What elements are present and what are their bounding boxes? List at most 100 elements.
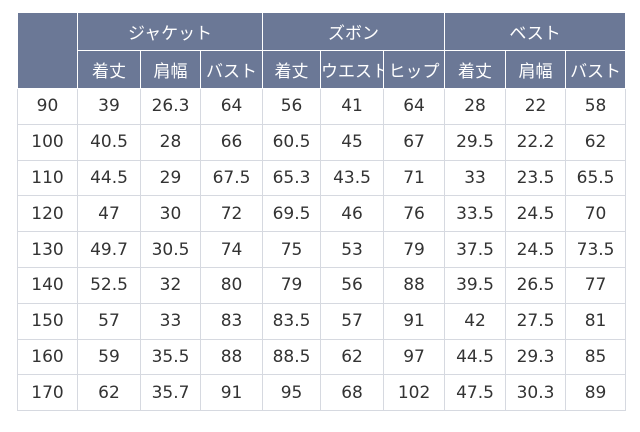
table-cell: 57: [320, 302, 385, 340]
table-cell: 30.5: [140, 231, 201, 268]
table-cell: 75: [262, 231, 322, 268]
table-row: 140 52.5 32 80 79 56 88 39.5 26.5 77: [17, 266, 627, 304]
table-cell: 68: [320, 374, 385, 412]
table-cell: 88: [199, 338, 264, 376]
table-cell: 35.7: [140, 374, 201, 412]
table-cell: 32: [140, 266, 201, 304]
column-header: バスト: [199, 50, 264, 89]
table-cell: 67.5: [199, 159, 264, 197]
table-cell: 41: [320, 88, 385, 125]
row-header: 100: [17, 123, 78, 161]
table-cell: 60.5: [262, 123, 322, 161]
column-header: 着丈: [262, 50, 322, 89]
row-header: 110: [17, 159, 78, 197]
table-cell: 47: [77, 195, 141, 233]
table-cell: 58: [565, 88, 627, 125]
table-cell: 40.5: [77, 123, 141, 161]
table-cell: 49.7: [77, 231, 141, 268]
table-cell: 28: [140, 123, 201, 161]
table-cell: 76: [383, 195, 446, 233]
table-cell: 66: [199, 123, 264, 161]
table-row: 100 40.5 28 66 60.5 45 67 29.5 22.2 62: [17, 123, 627, 161]
table-cell: 46: [320, 195, 385, 233]
table-cell: 83.5: [262, 302, 322, 340]
table-cell: 95: [262, 374, 322, 412]
group-header: ズボン: [262, 12, 446, 51]
table-cell: 81: [565, 302, 627, 340]
row-header: 140: [17, 266, 78, 304]
table-cell: 28: [444, 88, 507, 125]
table-cell: 45: [320, 123, 385, 161]
table-cell: 29: [140, 159, 201, 197]
table-cell: 29.5: [444, 123, 507, 161]
table-cell: 52.5: [77, 266, 141, 304]
corner-cell: [17, 12, 78, 89]
table-cell: 24.5: [505, 231, 567, 268]
table-cell: 70: [565, 195, 627, 233]
table-cell: 30.3: [505, 374, 567, 412]
table-cell: 39: [77, 88, 141, 125]
table-cell: 97: [383, 338, 446, 376]
table-cell: 23.5: [505, 159, 567, 197]
group-header: ベスト: [444, 12, 627, 51]
table-cell: 57: [77, 302, 141, 340]
table-row: 90 39 26.3 64 56 41 64 28 22 58: [17, 88, 627, 125]
row-header: 130: [17, 231, 78, 268]
table-cell: 74: [199, 231, 264, 268]
table-cell: 30: [140, 195, 201, 233]
table-cell: 88.5: [262, 338, 322, 376]
table-cell: 65.3: [262, 159, 322, 197]
table-cell: 80: [199, 266, 264, 304]
column-header: 肩幅: [505, 50, 567, 89]
table-cell: 47.5: [444, 374, 507, 412]
table-cell: 85: [565, 338, 627, 376]
table-cell: 62: [565, 123, 627, 161]
table-cell: 65.5: [565, 159, 627, 197]
table-cell: 22.2: [505, 123, 567, 161]
table-cell: 88: [383, 266, 446, 304]
table-cell: 56: [262, 88, 322, 125]
table-cell: 62: [320, 338, 385, 376]
table-cell: 26.5: [505, 266, 567, 304]
table-cell: 77: [565, 266, 627, 304]
column-header: 着丈: [77, 50, 141, 89]
table-cell: 39.5: [444, 266, 507, 304]
table-cell: 73.5: [565, 231, 627, 268]
table-cell: 24.5: [505, 195, 567, 233]
table-cell: 22: [505, 88, 567, 125]
column-header: 着丈: [444, 50, 507, 89]
table-cell: 72: [199, 195, 264, 233]
table-cell: 102: [383, 374, 446, 412]
row-header: 170: [17, 374, 78, 412]
size-table: ジャケット ズボン ベスト 着丈 肩幅 バスト 着丈 ウエスト ヒップ 着丈 肩幅 バスト 90 39…: [17, 12, 627, 412]
table-cell: 91: [383, 302, 446, 340]
table-row: 110 44.5 29 67.5 65.3 43.5 71 33 23.5 65.5: [17, 159, 627, 197]
table-cell: 56: [320, 266, 385, 304]
table-cell: 44.5: [77, 159, 141, 197]
table-cell: 44.5: [444, 338, 507, 376]
table-cell: 33.5: [444, 195, 507, 233]
column-header: 肩幅: [140, 50, 201, 89]
table-cell: 33: [140, 302, 201, 340]
table-cell: 27.5: [505, 302, 567, 340]
table-cell: 83: [199, 302, 264, 340]
table-cell: 26.3: [140, 88, 201, 125]
row-header: 90: [17, 88, 78, 125]
table-cell: 29.3: [505, 338, 567, 376]
table-cell: 42: [444, 302, 507, 340]
table-cell: 91: [199, 374, 264, 412]
row-header: 160: [17, 338, 78, 376]
table-cell: 64: [383, 88, 446, 125]
table-cell: 33: [444, 159, 507, 197]
table-cell: 89: [565, 374, 627, 412]
column-header: バスト: [565, 50, 627, 89]
row-header: 120: [17, 195, 78, 233]
group-header: ジャケット: [76, 12, 264, 51]
table-row: 150 57 33 83 83.5 57 91 42 27.5 81: [17, 302, 627, 340]
table-cell: 79: [262, 266, 322, 304]
column-header: ウエスト: [320, 50, 385, 89]
table-cell: 53: [320, 231, 385, 268]
table-row: 160 59 35.5 88 88.5 62 97 44.5 29.3 85: [17, 338, 627, 376]
table-row: 170 62 35.7 91 95 68 102 47.5 30.3 89: [17, 374, 627, 412]
